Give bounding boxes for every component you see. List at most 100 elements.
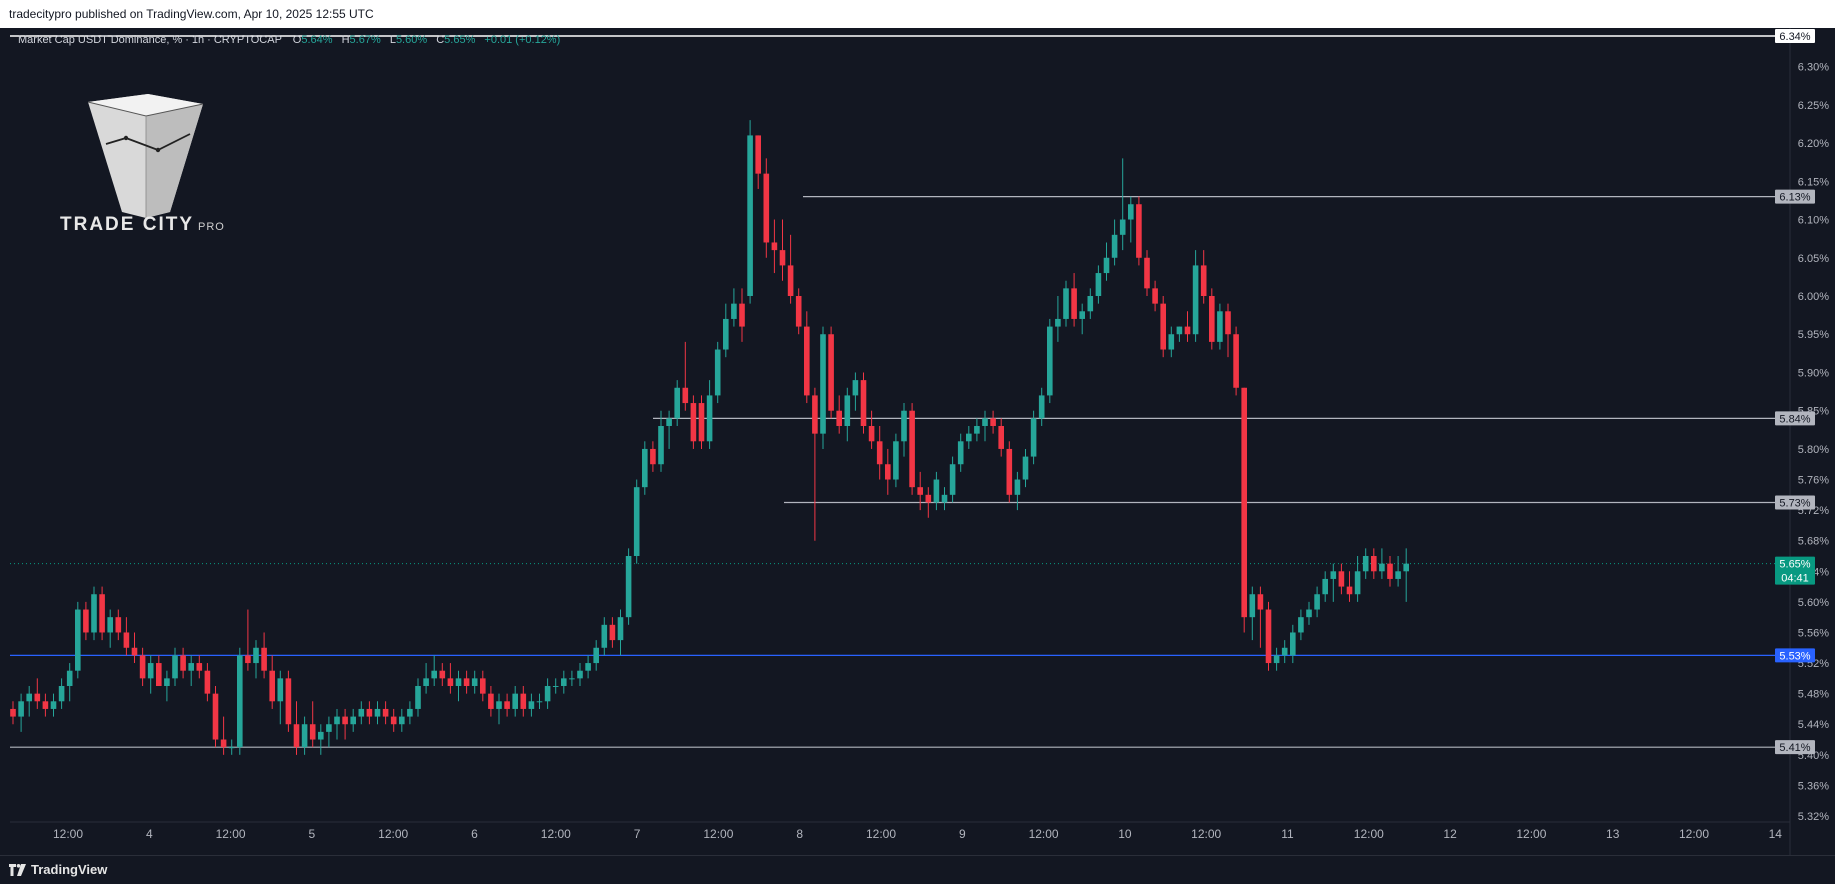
candle-body xyxy=(714,349,721,396)
candle-body xyxy=(828,334,834,411)
y-tick-label: 5.76% xyxy=(1798,475,1829,487)
candle-body xyxy=(1111,234,1118,258)
candle-body xyxy=(1071,288,1077,319)
candle-body xyxy=(1395,571,1401,579)
candle-body xyxy=(917,487,923,495)
candle-body xyxy=(1055,318,1061,327)
price-tag-top-bg xyxy=(1775,29,1815,43)
brand-suffix: PRO xyxy=(198,221,225,233)
candle-body xyxy=(399,716,405,725)
x-tick-label: 5 xyxy=(309,827,316,841)
price-tag-current-bg xyxy=(1775,556,1815,585)
candle-body xyxy=(650,448,656,465)
x-tick-label: 12:00 xyxy=(703,827,733,841)
candle-body xyxy=(1322,578,1328,595)
tradingview-logo-icon[interactable] xyxy=(9,864,27,876)
candle-body xyxy=(820,334,826,434)
x-tick-label: 13 xyxy=(1606,827,1620,841)
x-tick-label: 12:00 xyxy=(53,827,83,841)
candle-body xyxy=(228,747,235,749)
candle-body xyxy=(593,647,599,664)
candle-body xyxy=(658,426,664,465)
candle-body xyxy=(528,701,535,709)
x-tick-label: 8 xyxy=(796,827,803,841)
candle-body xyxy=(1038,395,1045,419)
candle-body xyxy=(1168,334,1175,350)
candle-body xyxy=(1362,556,1369,572)
low-value: 5.60% xyxy=(395,34,428,46)
price-tag-level: 5.73% xyxy=(1779,497,1810,509)
candle-body xyxy=(1022,456,1029,480)
y-tick-label: 5.80% xyxy=(1798,444,1829,456)
x-tick-label: 12 xyxy=(1443,827,1457,841)
x-tick-label: 14 xyxy=(1769,827,1783,841)
candle-body xyxy=(1209,296,1215,342)
x-tick-label: 9 xyxy=(959,827,966,841)
chart-area[interactable] xyxy=(10,28,1835,855)
candle-body xyxy=(1136,204,1142,258)
x-tick-label: 12:00 xyxy=(866,827,896,841)
brand-name-text: TRADE CITY xyxy=(60,214,194,235)
y-tick-label: 5.68% xyxy=(1798,536,1829,548)
candle-body xyxy=(1063,288,1069,319)
y-tick-label: 5.44% xyxy=(1798,719,1829,731)
price-tag-level-bg xyxy=(1775,411,1815,426)
candle-body xyxy=(1314,594,1320,610)
candle-body xyxy=(1103,257,1110,274)
candle-body xyxy=(66,670,73,686)
open-label: O xyxy=(292,34,302,46)
tradingview-label[interactable]: TradingView xyxy=(31,862,108,877)
candle-body xyxy=(301,724,308,748)
candle-body xyxy=(925,494,932,503)
candle-body xyxy=(601,624,608,648)
y-tick-label: 6.00% xyxy=(1798,291,1829,303)
candle-body xyxy=(747,135,753,296)
candle-body xyxy=(50,701,57,709)
candle-body xyxy=(423,678,429,686)
candle-body xyxy=(617,617,624,641)
x-tick-label: 12:00 xyxy=(541,827,571,841)
candle-body xyxy=(334,716,340,725)
candle-body xyxy=(172,655,178,679)
exchange-label: CRYPTOCAP xyxy=(213,34,282,46)
candle-body xyxy=(1338,571,1345,587)
candle-body xyxy=(779,250,786,266)
candle-body xyxy=(1192,265,1199,335)
price-tag-top: 6.34% xyxy=(1779,31,1810,43)
low-label: L xyxy=(389,34,396,46)
candle-body xyxy=(34,693,41,702)
candle-body xyxy=(1346,586,1353,595)
candle-body xyxy=(860,380,867,426)
candle-body xyxy=(868,426,875,442)
price-tag-current-countdown: 04:41 xyxy=(1781,573,1809,585)
candle-body xyxy=(188,663,194,671)
candle-body xyxy=(1095,273,1102,296)
candle-body xyxy=(75,609,81,671)
candle-body xyxy=(674,387,680,419)
price-tag-level-bg xyxy=(1775,740,1815,755)
candle-body xyxy=(504,701,510,709)
candle-body xyxy=(1249,594,1256,618)
candle-body xyxy=(1298,617,1304,633)
candle-body xyxy=(382,708,389,717)
candle-body xyxy=(836,410,842,426)
candle-body xyxy=(309,724,316,740)
candle-body xyxy=(1265,609,1272,664)
price-tag-current: 5.65% xyxy=(1779,559,1810,571)
x-tick-label: 7 xyxy=(634,827,641,841)
candle-body xyxy=(488,693,494,709)
candle-body xyxy=(787,265,794,296)
candle-body xyxy=(1217,311,1223,342)
candle-body xyxy=(1379,563,1385,572)
candle-body xyxy=(755,135,761,174)
candle-body xyxy=(804,326,810,396)
price-tag-level-bg xyxy=(1775,495,1815,510)
candle-body xyxy=(42,701,49,709)
candle-body xyxy=(204,670,211,694)
y-tick-label: 5.60% xyxy=(1798,597,1829,609)
candle-body xyxy=(269,670,275,702)
y-tick-label: 5.48% xyxy=(1798,689,1829,701)
price-tag-level: 5.84% xyxy=(1779,413,1810,425)
candle-body xyxy=(569,678,575,680)
